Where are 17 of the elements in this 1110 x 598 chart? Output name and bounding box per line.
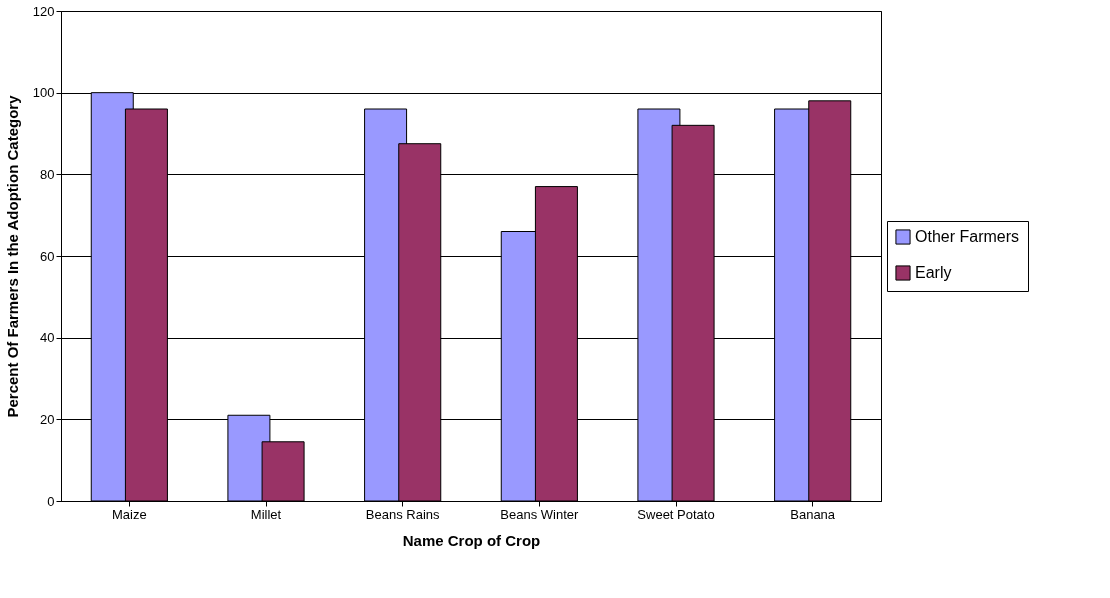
x-tick-label: Banana <box>790 506 836 522</box>
x-tick-label: Beans Rains <box>365 506 441 522</box>
y-tick-label: 20 <box>40 411 55 427</box>
legend-label: Early <box>915 264 952 281</box>
x-tick-label: Millet <box>250 506 282 522</box>
x-tick-label: Sweet Potato <box>637 506 715 522</box>
x-tick-label: Beans Winter <box>500 506 580 522</box>
y-tick-label: 100 <box>32 85 55 101</box>
y-tick-label: 80 <box>40 166 55 182</box>
x-axis-title: Name Crop of Crop <box>402 531 541 549</box>
y-axis-title: Percent Of Farmers In the Adoption Category <box>3 94 21 418</box>
legend-label: Other Farmers <box>915 228 1020 245</box>
x-tick-label: Maize <box>111 506 147 522</box>
y-tick-label: 120 <box>32 3 55 19</box>
y-tick-label: 60 <box>40 248 55 264</box>
y-tick-label: 40 <box>40 330 55 346</box>
y-tick-label: 0 <box>47 493 55 509</box>
